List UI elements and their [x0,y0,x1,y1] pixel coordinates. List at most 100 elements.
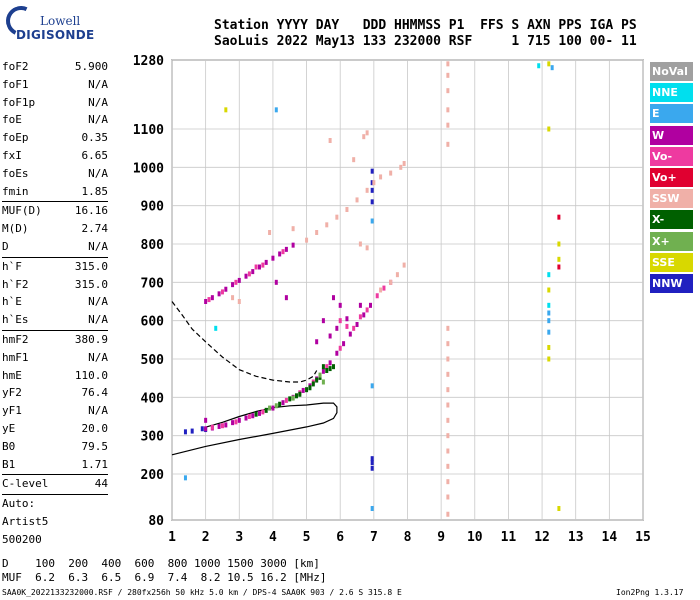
echo-point [210,424,214,430]
echo-point [365,130,369,136]
echo-point [557,264,561,270]
echo-point [325,368,329,373]
echo-point [257,410,261,416]
echo-point [237,277,241,283]
echo-point [291,226,295,232]
echo-point [268,230,272,235]
echo-point [294,393,298,399]
echo-point [355,322,359,327]
param-name: MUF(D) [2,204,42,218]
echo-point [271,405,275,411]
echo-point [352,325,356,331]
echo-point [237,417,241,423]
echo-point [315,377,319,383]
echo-point [271,255,275,261]
echo-point [345,207,349,212]
x-tick-label: 10 [467,530,483,545]
echo-point [247,271,251,277]
param-value: 110.0 [74,368,108,382]
echo-point [305,237,309,243]
echo-point [261,262,265,268]
param-name: foF1p [2,95,36,109]
legend-item-nnw: NNW [650,273,693,293]
echo-point [375,293,379,299]
divider [2,329,108,331]
echo-point [278,401,282,407]
param-value: 44 [94,477,108,491]
echo-point [348,331,352,337]
param-value: 79.5 [81,439,109,453]
echo-point [318,372,322,378]
param-name: B0 [2,439,16,453]
echo-point [281,249,285,255]
header-values: SaoLuis 2022 May13 133 232000 RSF 1 715 … [214,34,637,49]
echo-point [308,385,312,391]
echo-point [244,273,248,279]
echo-point [547,356,551,362]
echo-point [288,396,292,402]
echo-point [284,295,288,301]
echo-point [257,264,261,270]
auto-version: 500200 [2,532,42,546]
echo-point [274,279,278,285]
echo-point [335,325,339,331]
y-tick-label: 200 [141,468,165,483]
param-row: foEs N/A [2,165,108,183]
echo-point [200,426,204,432]
echo-point [217,423,221,429]
chart-x-ticks: 1 2 3 4 5 6 7 8 9 10 11 12 13 14 15 [168,530,651,545]
echo-point [389,279,393,285]
echo-point [446,61,450,67]
param-name: foF1 [2,77,29,91]
echo-point [298,391,302,397]
echo-point [446,107,450,113]
echo-point [446,122,450,128]
param-row: yF2 76.4 [2,384,108,402]
echo-point [268,405,272,411]
echo-point [264,407,268,413]
echo-point [342,341,346,347]
echo-point [214,325,218,331]
param-value: N/A [88,404,108,418]
echo-point [224,422,228,428]
param-value: 1.71 [81,457,109,471]
x-tick-label: 14 [602,530,618,545]
echo-point [547,318,551,324]
y-tick-label: 700 [141,276,165,291]
echo-point [325,364,329,370]
echo-point [547,302,551,308]
echo-point [204,299,208,304]
param-value: N/A [88,113,108,127]
chart-echo-points [183,61,561,517]
echo-point [370,187,374,193]
param-row: fmin 1.85 [2,183,108,201]
param-value: N/A [88,313,108,327]
echo-point [365,307,369,313]
echo-point [370,383,374,389]
echo-point [183,429,187,435]
param-row: foEp 0.35 [2,129,108,147]
x-tick-label: 5 [303,530,311,545]
param-value: N/A [88,77,108,91]
param-value: N/A [88,295,108,309]
legend-item-e: E [650,104,693,124]
echo-point [234,279,238,285]
echo-point [254,411,258,417]
param-value: 76.4 [81,386,109,400]
param-value: 5.900 [74,60,108,73]
y-tick-label: 900 [141,200,165,215]
echo-point [446,141,450,147]
param-row: foF2 5.900 [2,58,108,76]
echo-point [446,356,450,362]
echo-point [446,325,450,331]
echo-point [370,180,374,186]
param-name: fxI [2,148,22,162]
x-tick-label: 8 [404,530,412,545]
param-row: hmF2 380.9 [2,331,108,349]
echo-point [379,287,383,293]
legend-item-sse: SSE [650,252,693,272]
echo-point [446,72,450,78]
echo-point [355,197,359,203]
param-row: B0 79.5 [2,438,108,456]
echo-point [547,126,551,132]
